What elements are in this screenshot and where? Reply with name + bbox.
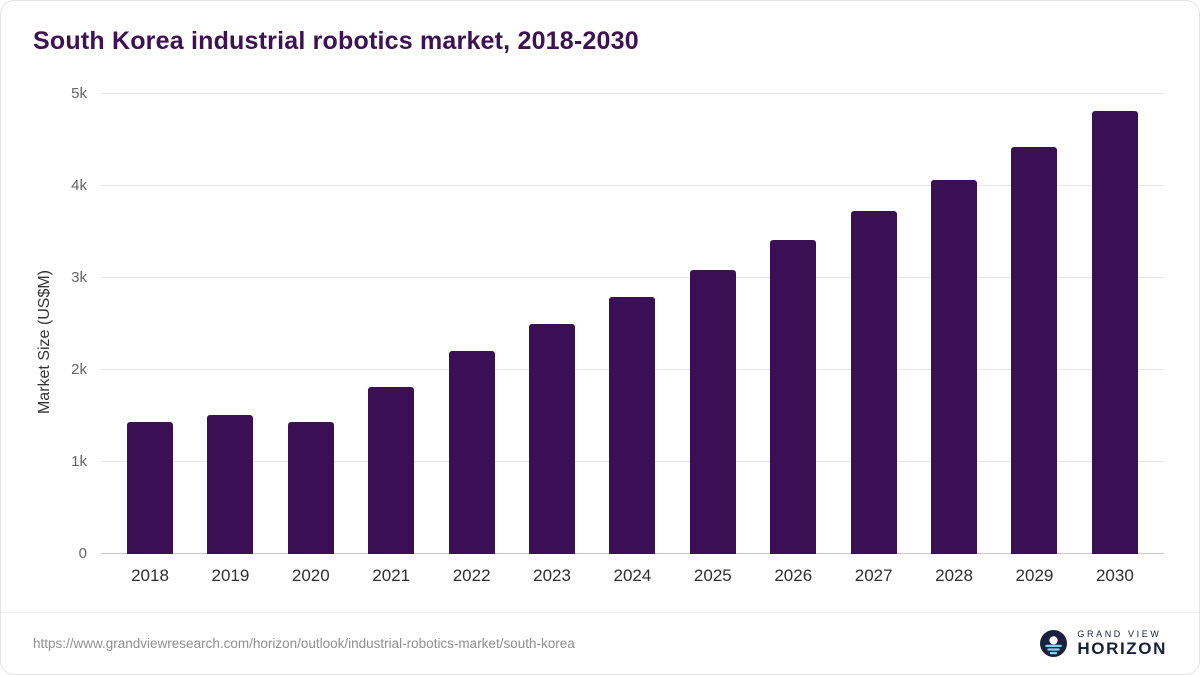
plot-area: 0 1k 2k 3k 4k 5k bbox=[71, 85, 1164, 562]
logo-horizon-label: HORIZON bbox=[1077, 638, 1167, 658]
x-tick-2025: 2025 bbox=[693, 566, 732, 585]
y-tick-1k: 1k bbox=[71, 453, 87, 470]
footer: https://www.grandviewresearch.com/horizo… bbox=[1, 612, 1199, 674]
x-axis-labels: 2018 2019 2020 2021 2022 2023 2024 2025 2026 2027… bbox=[101, 566, 1164, 590]
chart-area: Market Size (US$M) 0 1k 2k 3k 4k 5k 2018 2019 2… bbox=[36, 85, 1164, 590]
y-tick-5k: 5k bbox=[71, 85, 87, 102]
y-tick-2k: 2k bbox=[71, 361, 87, 378]
bar-2018[interactable] bbox=[127, 421, 173, 554]
x-tick-2020: 2020 bbox=[291, 566, 330, 585]
x-tick-2023: 2023 bbox=[533, 566, 571, 585]
y-tick-0: 0 bbox=[78, 545, 87, 562]
source-url: https://www.grandviewresearch.com/horizo… bbox=[33, 636, 575, 651]
gridline-5k bbox=[101, 93, 1164, 94]
bar-2027[interactable] bbox=[850, 210, 897, 554]
chart-title: South Korea industrial robotics market, … bbox=[33, 27, 639, 55]
bar-2022[interactable] bbox=[448, 350, 495, 554]
x-tick-2019: 2019 bbox=[211, 566, 250, 585]
bar-2026[interactable] bbox=[770, 240, 817, 554]
x-tick-2030: 2030 bbox=[1095, 566, 1134, 585]
x-tick-2022: 2022 bbox=[452, 566, 491, 585]
x-tick-2024: 2024 bbox=[613, 566, 652, 585]
gridline-4k bbox=[101, 185, 1164, 186]
x-tick-2021: 2021 bbox=[372, 566, 411, 585]
x-tick-2028: 2028 bbox=[935, 566, 973, 585]
bar-2024[interactable] bbox=[609, 297, 656, 554]
logo-text: GRAND VIEW HORIZON bbox=[1077, 629, 1167, 659]
y-tick-4k: 4k bbox=[71, 177, 87, 194]
x-tick-2026: 2026 bbox=[774, 566, 813, 585]
bar-2019[interactable] bbox=[207, 415, 254, 554]
grand-view-horizon-logo: GRAND VIEW HORIZON bbox=[1040, 629, 1167, 659]
bar-2030[interactable] bbox=[1091, 111, 1138, 554]
x-tick-2029: 2029 bbox=[1015, 566, 1054, 585]
x-tick-2027: 2027 bbox=[854, 566, 893, 585]
bar-2028[interactable] bbox=[931, 179, 978, 554]
bar-2020[interactable] bbox=[287, 422, 334, 554]
bar-2023[interactable] bbox=[529, 324, 576, 554]
logo-grand-view-label: GRAND VIEW bbox=[1077, 628, 1162, 639]
gridline-3k bbox=[101, 277, 1164, 278]
y-axis-title: Market Size (US$M) bbox=[36, 269, 53, 415]
bar-2025[interactable] bbox=[689, 269, 736, 554]
y-tick-3k: 3k bbox=[71, 269, 87, 286]
bar-2021[interactable] bbox=[368, 386, 415, 554]
horizon-logo-icon bbox=[1040, 629, 1068, 657]
bar-2029[interactable] bbox=[1011, 147, 1058, 554]
bars-row bbox=[101, 94, 1164, 554]
x-tick-2018: 2018 bbox=[131, 566, 169, 585]
